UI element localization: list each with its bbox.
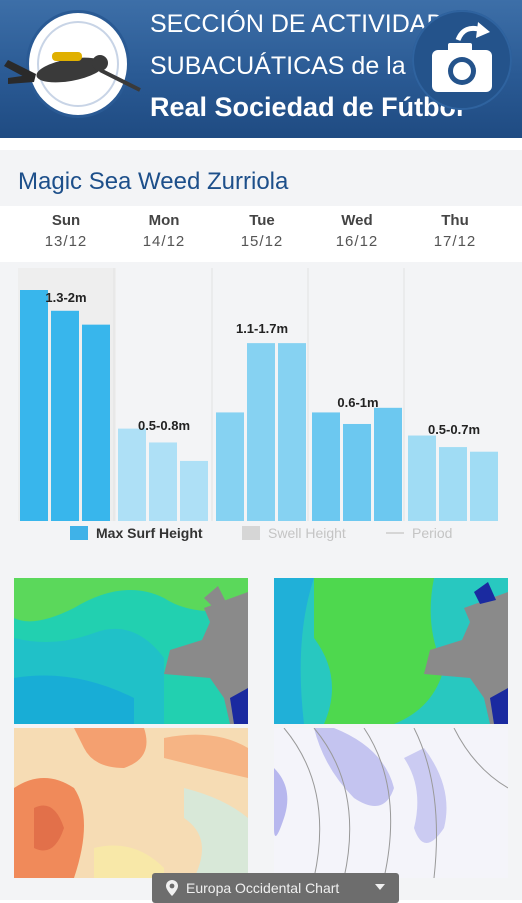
legend-label: Swell Height	[268, 525, 346, 541]
camera-button[interactable]	[412, 10, 512, 110]
legend-label: Period	[412, 525, 453, 541]
club-logo	[26, 10, 130, 118]
chart-selector[interactable]: Europa Occidental Chart	[152, 873, 399, 903]
day-thu[interactable]: Thu 17/12	[405, 212, 505, 250]
day-date: 13/12	[44, 233, 88, 250]
legend-swatch	[386, 532, 404, 534]
selector-label: Europa Occidental Chart	[186, 880, 340, 896]
caret-down-icon	[375, 884, 385, 890]
legend-label: Max Surf Height	[96, 525, 203, 541]
header-line-2: SUBACUÁTICAS de la	[150, 52, 406, 80]
surf-bar[interactable]	[82, 324, 110, 521]
logo-ring	[37, 21, 119, 107]
maps-panel	[0, 560, 522, 900]
surf-bar[interactable]	[149, 442, 177, 521]
surf-bar[interactable]	[278, 343, 306, 521]
surf-bar[interactable]	[343, 423, 371, 521]
day-wed[interactable]: Wed 16/12	[307, 212, 407, 250]
range-label: 1.3-2m	[45, 290, 86, 305]
diver-icon	[4, 52, 141, 92]
day-tue[interactable]: Tue 15/12	[212, 212, 312, 250]
day-name: Wed	[341, 212, 373, 229]
surf-bar[interactable]	[439, 447, 467, 521]
day-name: Tue	[249, 212, 275, 229]
surf-bar[interactable]	[118, 428, 146, 521]
pressure-map[interactable]	[274, 728, 508, 878]
day-mon[interactable]: Mon 14/12	[114, 212, 214, 250]
app-header: SECCIÓN DE ACTIVIDADES SUBACUÁTICAS de l…	[0, 0, 522, 138]
day-header: Sun 13/12 Mon 14/12 Tue 15/12 Wed 16/12 …	[0, 206, 522, 262]
day-date: 17/12	[433, 233, 477, 250]
day-name: Mon	[148, 212, 180, 229]
wave-height-map[interactable]	[14, 578, 248, 724]
legend-swatch	[242, 526, 260, 540]
day-name: Sun	[51, 212, 81, 229]
surf-bar[interactable]	[180, 460, 208, 521]
surf-bar[interactable]	[51, 310, 79, 521]
spot-title: Magic Sea Weed Zurriola	[18, 168, 289, 195]
day-date: 15/12	[240, 233, 284, 250]
range-label: 0.5-0.7m	[428, 422, 480, 437]
day-sun[interactable]: Sun 13/12	[16, 212, 116, 250]
day-date: 16/12	[335, 233, 379, 250]
surf-bar[interactable]	[374, 407, 402, 521]
surf-bar[interactable]	[216, 412, 244, 521]
wind-map[interactable]	[14, 728, 248, 878]
surf-bar[interactable]	[312, 412, 340, 521]
swell-map[interactable]	[274, 578, 508, 724]
surf-chart: 1.3-2m 0.5-0.8m 1.1-1.7m 0.6-1m 0.5-0.7m	[18, 268, 498, 521]
day-date: 14/12	[142, 233, 186, 250]
camera-rotate-icon	[432, 22, 492, 92]
range-label: 0.5-0.8m	[138, 418, 190, 433]
location-pin-icon	[166, 880, 178, 896]
header-line-3: Real Sociedad de Fútbol	[150, 92, 464, 122]
legend-swatch	[70, 526, 88, 540]
surf-bar[interactable]	[20, 290, 48, 521]
surf-bar[interactable]	[470, 451, 498, 521]
legend-period: Period	[386, 525, 452, 541]
day-name: Thu	[441, 212, 469, 229]
surf-bar[interactable]	[408, 435, 436, 521]
legend-swell: Swell Height	[242, 525, 346, 541]
range-label: 0.6-1m	[337, 395, 378, 410]
legend-max-surf: Max Surf Height	[70, 525, 203, 541]
surf-bar[interactable]	[247, 343, 275, 521]
range-label: 1.1-1.7m	[236, 321, 288, 336]
